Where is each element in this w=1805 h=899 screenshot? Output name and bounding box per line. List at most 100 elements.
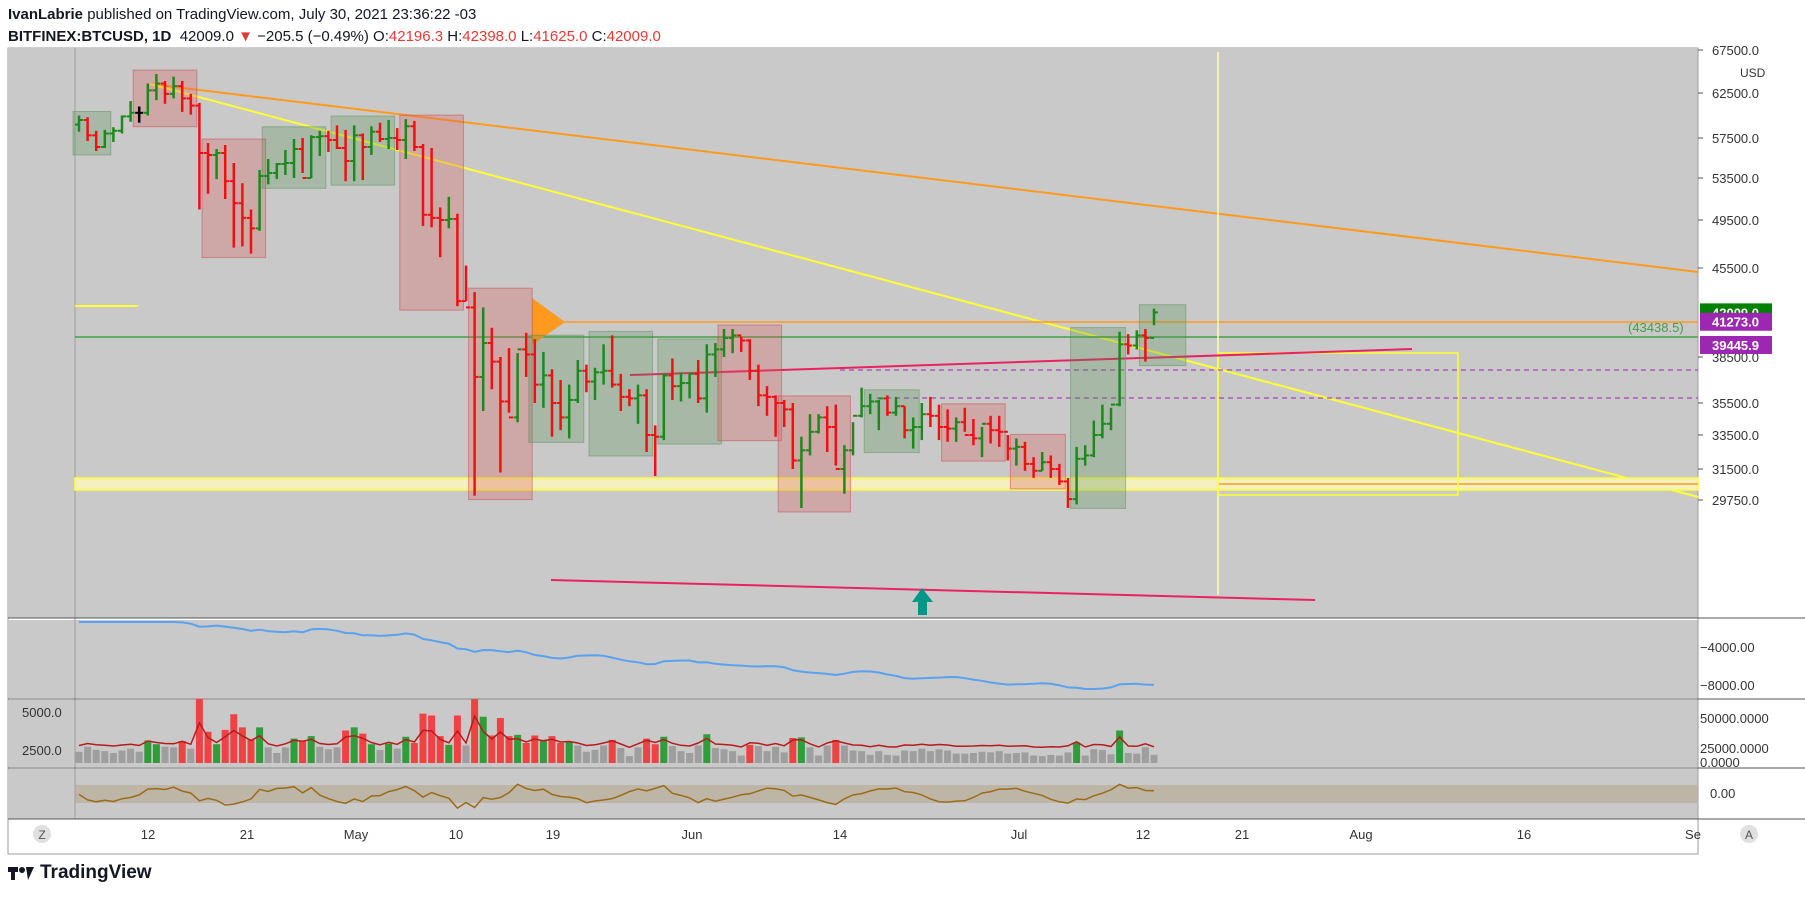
ohlc-bar[interactable] <box>505 348 513 419</box>
ohlc-bar[interactable] <box>290 139 298 178</box>
ohlc-bar[interactable] <box>367 126 376 155</box>
ohlc-bar[interactable] <box>1132 330 1141 350</box>
ohlc-bar[interactable] <box>1064 477 1072 508</box>
ohlc-bar[interactable] <box>152 74 161 101</box>
ohlc-bar[interactable] <box>427 148 436 228</box>
ohlc-bar[interactable] <box>943 409 952 442</box>
time-axis[interactable]: 12 21 May 10 19 Jun 14 Jul 12 21 Aug 16 Se <box>141 827 1701 842</box>
ohlc-bar[interactable] <box>496 357 505 473</box>
oscillator-pane[interactable] <box>8 620 1698 698</box>
ohlc-bar[interactable] <box>444 196 453 229</box>
ohlc-bar[interactable] <box>1046 455 1055 478</box>
ohlc-bar[interactable] <box>849 414 857 456</box>
ohlc-bar[interactable] <box>75 115 83 132</box>
ohlc-bar[interactable] <box>935 404 943 441</box>
ohlc-bar[interactable] <box>548 369 556 437</box>
ohlc-bar[interactable] <box>857 387 866 418</box>
ohlc-bar[interactable] <box>1141 329 1150 362</box>
ohlc-bar[interactable] <box>479 307 488 411</box>
yellow-trendline[interactable] <box>149 83 1699 498</box>
channel-bottom-line[interactable] <box>550 579 1316 601</box>
ohlc-bar[interactable] <box>376 122 384 142</box>
ohlc-bar[interactable] <box>788 403 797 469</box>
ohlc-bar[interactable] <box>462 265 470 309</box>
channel-top-line[interactable] <box>629 348 1413 376</box>
ohlc-bar[interactable] <box>780 399 789 427</box>
ohlc-bar[interactable] <box>1003 430 1012 461</box>
ohlc-bar[interactable] <box>1150 308 1158 339</box>
ohlc-bar[interactable] <box>1107 403 1115 431</box>
ohlc-bar[interactable] <box>522 332 531 377</box>
ohlc-bar[interactable] <box>840 445 849 494</box>
ohlc-bar[interactable] <box>960 407 969 436</box>
ohlc-bar[interactable] <box>487 327 496 390</box>
ohlc-bar[interactable] <box>358 133 367 181</box>
ohlc-bar[interactable] <box>745 339 754 380</box>
ohlc-bar[interactable] <box>530 339 539 403</box>
ohlc-bar[interactable] <box>384 120 393 149</box>
ohlc-bar[interactable] <box>831 404 840 470</box>
ohlc-bar[interactable] <box>1098 404 1107 439</box>
ohlc-bar[interactable] <box>238 183 247 247</box>
ohlc-bar[interactable] <box>1115 331 1124 407</box>
ohlc-bar[interactable] <box>995 415 1004 447</box>
ohlc-bar[interactable] <box>315 130 324 156</box>
ohlc-bar[interactable] <box>892 396 900 416</box>
ohlc-bar[interactable] <box>909 417 918 449</box>
ohlc-bar[interactable] <box>625 389 634 407</box>
ohlc-bar[interactable] <box>324 130 333 152</box>
ohlc-bar[interactable] <box>307 135 316 179</box>
ohlc-bar[interactable] <box>436 207 445 258</box>
ohlc-bar[interactable] <box>410 120 419 151</box>
ohlc-bar[interactable] <box>1055 463 1064 485</box>
ohlc-bar[interactable] <box>642 389 651 452</box>
price-axis[interactable]: 67500.0 62500.0 57500.0 53500.0 49500.0 45500… <box>1698 43 1759 508</box>
ohlc-bar[interactable] <box>470 292 479 496</box>
ohlc-bar[interactable] <box>229 163 238 248</box>
ohlc-bar[interactable] <box>393 128 402 150</box>
ohlc-bar[interactable] <box>917 403 926 441</box>
ohlc-bar[interactable] <box>702 344 711 413</box>
ohlc-bar[interactable] <box>591 367 599 400</box>
ohlc-bar[interactable] <box>333 125 341 149</box>
ohlc-bar[interactable] <box>1072 446 1081 505</box>
ohlc-bar[interactable] <box>298 138 307 179</box>
ohlc-bar[interactable] <box>272 163 281 180</box>
ohlc-bar[interactable] <box>401 119 410 159</box>
ohlc-bar[interactable] <box>720 329 728 357</box>
ohlc-bar[interactable] <box>126 101 135 122</box>
ohlc-bar[interactable] <box>539 351 548 408</box>
ohlc-bar[interactable] <box>419 144 427 226</box>
ohlc-bar[interactable] <box>763 386 771 416</box>
auto-scale-left-button[interactable] <box>33 825 51 843</box>
ohlc-bar[interactable] <box>728 329 737 354</box>
symbol-name[interactable]: BITFINEX:BTCUSD, 1D <box>8 28 172 45</box>
ohlc-bar[interactable] <box>866 393 875 415</box>
ohlc-bar[interactable] <box>118 115 126 134</box>
ohlc-bar[interactable] <box>952 417 961 442</box>
ohlc-bar[interactable] <box>556 380 565 431</box>
ohlc-bar[interactable] <box>754 364 763 407</box>
ohlc-bar[interactable] <box>169 76 178 99</box>
ohlc-bar[interactable] <box>255 170 264 231</box>
ohlc-bar[interactable] <box>814 414 823 434</box>
ohlc-bar[interactable] <box>883 395 892 416</box>
ohlc-bar[interactable] <box>281 150 290 175</box>
ohlc-bar[interactable] <box>797 436 806 508</box>
ohlc-bar[interactable] <box>926 396 935 427</box>
ohlc-bar[interactable] <box>900 405 909 439</box>
ohlc-bar[interactable] <box>659 373 668 441</box>
ohlc-bar[interactable] <box>83 117 92 141</box>
ohlc-bar[interactable] <box>1038 452 1047 472</box>
ohlc-bar[interactable] <box>711 343 720 377</box>
ohlc-bar[interactable] <box>221 145 230 199</box>
ohlc-bar[interactable] <box>1029 457 1038 478</box>
ohlc-bars[interactable] <box>75 74 1158 508</box>
ohlc-bar[interactable] <box>143 83 152 116</box>
ohlc-bar[interactable] <box>161 80 169 104</box>
ohlc-bar[interactable] <box>341 129 350 182</box>
ohlc-bar[interactable] <box>109 127 118 142</box>
ohlc-bar[interactable] <box>453 213 462 307</box>
ohlc-bar[interactable] <box>608 335 617 388</box>
